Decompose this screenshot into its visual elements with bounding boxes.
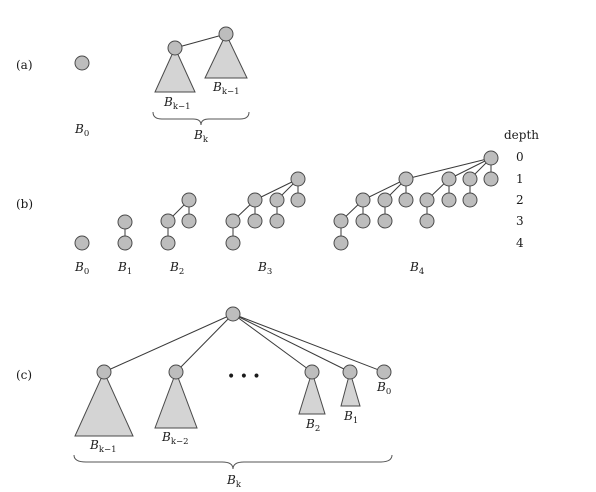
bk-root-node (225, 306, 241, 322)
root-b0 (376, 364, 392, 380)
edge-to-b1 (232, 313, 351, 373)
edge-to-bk-minus-2 (175, 313, 234, 373)
label-bk-minus-1-right: Bk−1 (212, 80, 240, 97)
subtree-b2 (298, 370, 326, 415)
b3-tree (225, 171, 306, 251)
b0-tree-node (74, 235, 90, 251)
label-b4: B4 (409, 260, 424, 277)
right-root-node (218, 26, 234, 42)
label-bk-a: Bk (193, 128, 209, 145)
root-b1 (342, 364, 358, 380)
link-edge (174, 33, 227, 49)
label-b1-c: B1 (343, 409, 358, 426)
depth-level-2: 2 (516, 193, 524, 207)
label-bk-minus-1-left: Bk−1 (163, 95, 191, 112)
ellipsis: • • • (227, 369, 261, 385)
label-bk-minus-2-c: Bk−2 (161, 430, 189, 447)
subtree-triangle-left (154, 46, 196, 93)
bk-construction (154, 26, 248, 93)
root-bk-minus-2 (168, 364, 184, 380)
subtree-bk-minus-2 (154, 370, 198, 429)
depth-level-1: 1 (516, 172, 524, 186)
label-b2-c: B2 (305, 417, 320, 434)
b0-node (74, 55, 90, 71)
subtree-triangle-right (204, 32, 248, 79)
label-b1: B1 (117, 260, 132, 277)
left-root-node (167, 40, 183, 56)
depth-level-4: 4 (516, 236, 524, 250)
label-b0-b: B0 (74, 260, 89, 277)
b4-tree (333, 150, 499, 251)
depth-title: depth (504, 128, 539, 142)
edge-to-b2 (232, 313, 313, 373)
label-b3: B3 (257, 260, 272, 277)
label-bk-c: Bk (226, 473, 242, 490)
brace-a (152, 111, 250, 126)
panel-label-b: (b) (16, 197, 33, 211)
edge-to-bk-minus-1 (103, 313, 234, 373)
edge-to-b0 (232, 313, 385, 373)
label-b0-a: B0 (74, 122, 89, 139)
depth-level-3: 3 (516, 214, 524, 228)
panel-label-a: (a) (16, 58, 33, 72)
brace-c (73, 454, 393, 470)
bk-decomposition (74, 306, 392, 437)
label-b0-c: B0 (376, 380, 391, 397)
panel-label-c: (c) (16, 368, 32, 382)
root-bk-minus-1 (96, 364, 112, 380)
subtree-b1 (340, 370, 361, 407)
label-b2: B2 (169, 260, 184, 277)
depth-level-0: 0 (516, 150, 524, 164)
root-b2 (304, 364, 320, 380)
label-bk-minus-1-c: Bk−1 (89, 438, 117, 455)
b1-tree (117, 214, 133, 251)
subtree-bk-minus-1 (74, 370, 134, 437)
b2-tree (160, 192, 197, 251)
